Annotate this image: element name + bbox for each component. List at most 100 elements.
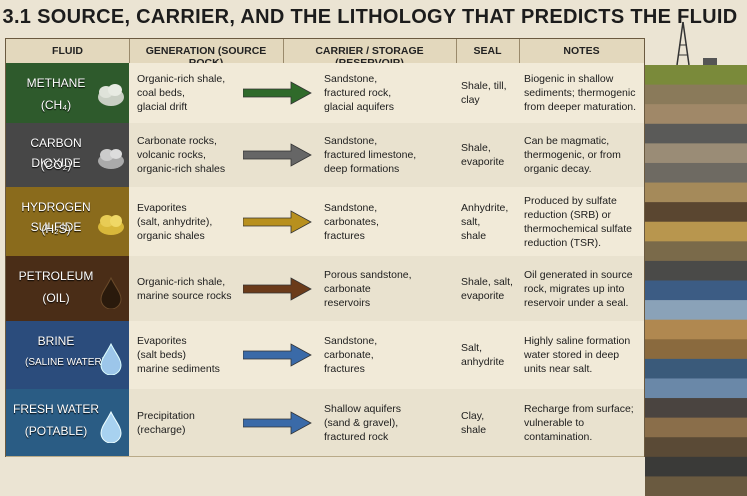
strata-layer [645, 182, 747, 203]
fluid-icon [100, 342, 122, 375]
column-header: NOTES [563, 45, 600, 57]
carrier-text: fractured rock, [324, 87, 392, 99]
carrier-text: (sand & gravel), [324, 416, 399, 429]
notes-text: reduction (SRB) or [524, 208, 611, 221]
strata-layer [645, 143, 747, 164]
carrier-text: carbonate [324, 282, 371, 295]
seal-text: Shale, salt, [461, 275, 513, 288]
carrier-text: Sandstone, [324, 135, 378, 147]
notes-text: from deeper maturation. [524, 101, 637, 113]
notes-text: thermochemical sulfate [524, 222, 632, 235]
fluid-icon [100, 276, 122, 309]
arrow [243, 81, 312, 105]
strata-layer [645, 241, 747, 262]
notes-text: water stored in deep [524, 349, 620, 361]
seal-text: Shale, [461, 142, 491, 154]
strata-layer [645, 456, 747, 477]
carrier-text: Sandstone, [324, 335, 378, 347]
fluid-label: FRESH WATER [13, 402, 99, 416]
arrow [243, 410, 312, 435]
notes-text: vulnerable to [524, 416, 585, 429]
generation-text: (salt, anhydrite), [137, 215, 213, 228]
arrow [243, 343, 312, 367]
seal-text: Anhydrite, [461, 201, 509, 214]
fluid-icon [98, 84, 124, 106]
notes-text: Oil generated in source [524, 268, 633, 281]
fluid-label: (POTABLE) [24, 424, 88, 438]
fluid-label: (CH₄) [40, 98, 72, 112]
seal-text: Salt, [461, 342, 483, 354]
arrow [243, 143, 312, 167]
carrier-text: reservoirs [324, 296, 371, 309]
fluid-icon [100, 410, 122, 443]
generation-text: (salt beds) [137, 349, 187, 361]
fluid-label: PETROLEUM [18, 269, 94, 283]
strata-layer [645, 339, 747, 360]
column-header: SEAL [473, 45, 502, 57]
strata-layer [645, 84, 747, 105]
generation-text: Carbonate rocks, [137, 135, 217, 147]
strata-layer [645, 417, 747, 438]
fluid-icon [98, 214, 124, 235]
strata-layer [645, 378, 747, 399]
seal-text: clay [461, 94, 480, 106]
strata-layer [645, 358, 747, 379]
generation-text: (recharge) [137, 423, 186, 436]
strata-layer [645, 260, 747, 281]
notes-text: Produced by sulfate [524, 194, 617, 207]
carrier-text: Sandstone, [324, 73, 378, 85]
fluid-label: (SALINE WATER) [24, 357, 105, 368]
strata-layer [645, 300, 747, 321]
row-bg [129, 256, 644, 322]
row-bg [129, 63, 644, 124]
strata-layer [645, 280, 747, 301]
seal-text: evaporite [461, 289, 505, 302]
notes-text: reduction (TSR). [524, 236, 602, 249]
carrier-text: fractures [324, 363, 365, 375]
fluid-label: METHANE [26, 76, 86, 90]
notes-text: sediments; thermogenic [524, 87, 636, 99]
seal-text: Clay, [461, 409, 485, 422]
generation-text: coal beds, [137, 87, 185, 99]
notes-text: contamination. [524, 430, 593, 443]
seal-text: anhydrite [461, 356, 505, 368]
carrier-text: fractured limestone, [324, 149, 417, 161]
carrier-text: carbonates, [324, 215, 379, 228]
fluid-label: (OIL) [42, 291, 70, 305]
generation-text: Organic-rich shale, [137, 275, 226, 288]
strata-illustration [645, 21, 747, 496]
fluid-label: (H₂S) [41, 222, 71, 236]
strata-layer [645, 65, 747, 86]
column-header: FLUID [52, 45, 83, 57]
notes-text: organic decay. [524, 163, 592, 175]
arrow [243, 209, 312, 234]
notes-text: units near salt. [524, 363, 593, 375]
strata-layer [645, 319, 747, 340]
generation-text: Evaporites [137, 201, 187, 214]
notes-text: thermogenic, or from [524, 149, 621, 161]
arrow [243, 276, 312, 301]
strata-layer [645, 437, 747, 458]
fluid-label: (CO₂) [40, 158, 72, 172]
strata-layer [645, 398, 747, 419]
carrier-text: Shallow aquifers [324, 402, 402, 415]
seal-text: Shale, till, [461, 80, 507, 92]
generation-text: marine sediments [137, 363, 220, 375]
seal-text: shale [461, 229, 487, 242]
strata-layer [645, 221, 747, 242]
carrier-text: Sandstone, [324, 201, 378, 214]
generation-text: marine source rocks [137, 289, 232, 302]
seal-text: shale [461, 423, 487, 436]
fluid-label: HYDROGEN SULFIDE [21, 200, 91, 234]
seal-text: salt, [461, 215, 481, 228]
generation-text: Organic-rich shale, [137, 73, 226, 85]
notes-text: rock, migrates up into [524, 282, 625, 295]
carrier-text: fractures [324, 229, 365, 242]
strata-layer [645, 104, 747, 125]
notes-text: Biogenic in shallow [524, 73, 614, 85]
carrier-text: fractured rock [324, 430, 389, 443]
carrier-text: deep formations [324, 163, 400, 175]
generation-text: volcanic rocks, [137, 149, 206, 161]
generation-text: Evaporites [137, 335, 187, 347]
